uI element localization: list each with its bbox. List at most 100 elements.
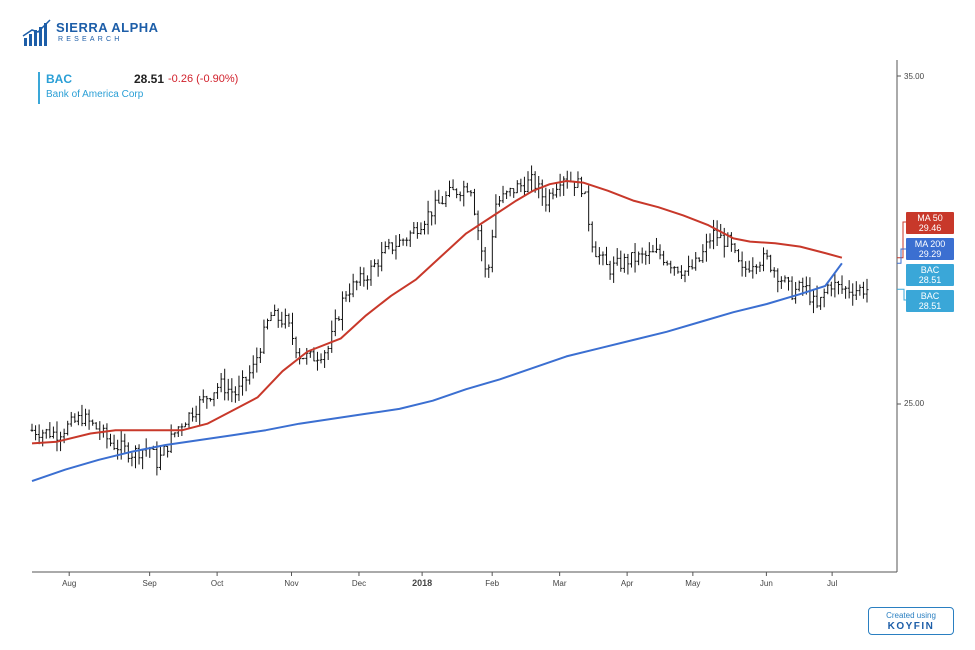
koyfin-watermark[interactable]: Created using KOYFIN (868, 607, 954, 635)
ohlc-bar (48, 422, 52, 439)
ma50-badge-value: 29.46 (918, 223, 942, 233)
watermark-line2: KOYFIN (887, 621, 935, 632)
ohlc-bar (522, 176, 526, 197)
ohlc-bar (358, 266, 362, 286)
ohlc-bar (30, 423, 34, 432)
ohlc-bar (80, 404, 84, 427)
x-tick-label: Dec (351, 579, 367, 588)
ohlc-bar (647, 242, 651, 265)
ohlc-bar (73, 413, 77, 423)
ohlc-bar (269, 311, 273, 322)
ohlc-bar (683, 270, 687, 283)
ohlc-bar (84, 408, 88, 427)
ohlc-bar (248, 365, 252, 385)
price-connector (897, 288, 906, 301)
ohlc-bar (744, 261, 748, 277)
ohlc-bar (658, 244, 662, 260)
ohlc-bar (672, 266, 676, 276)
ohlc-bar (437, 189, 441, 204)
ohlc-bar (162, 444, 166, 456)
price-badge-label: BAC (920, 265, 940, 275)
company-name: Bank of America Corp (46, 89, 144, 100)
ohlc-bar (319, 353, 323, 364)
ohlc-bar (301, 357, 305, 360)
ohlc-bar (480, 224, 484, 262)
ohlc-bar (373, 259, 377, 268)
ohlc-bar (544, 187, 548, 212)
ohlc-bar (737, 249, 741, 263)
x-tick-label: May (685, 579, 701, 588)
ma50-line (31, 180, 843, 445)
ohlc-bar (394, 235, 398, 260)
ma200-connector (897, 248, 906, 264)
ohlc-bar (526, 171, 530, 193)
ohlc-bar (747, 260, 751, 273)
ohlc-bar (244, 376, 248, 392)
ohlc-bar (851, 283, 855, 306)
ohlc-bar (426, 200, 430, 235)
x-tick-label: Jul (827, 579, 838, 588)
ohlc-bar (644, 250, 648, 265)
ohlc-bar (687, 255, 691, 276)
ohlc-bar (266, 318, 270, 330)
ohlc-bar (390, 242, 394, 255)
ohlc-bar (423, 220, 427, 235)
ohlc-bar (290, 312, 294, 345)
ohlc-bar (494, 194, 498, 239)
ohlc-bar (594, 241, 598, 258)
ohlc-bar (715, 220, 719, 247)
ohlc-bar (216, 383, 220, 399)
ma50-connector (897, 221, 906, 259)
ohlc-bar (365, 275, 369, 290)
ma50-badge: MA 50 29.46 (906, 212, 954, 234)
ohlc-bar (797, 280, 801, 292)
ohlc-bar (355, 280, 359, 291)
ohlc-bar (337, 316, 341, 321)
ma200-line (31, 262, 843, 483)
ohlc-bar (34, 425, 38, 441)
ohlc-bar (137, 444, 141, 465)
sierra-alpha-logo: SIERRA ALPHA RESEARCH (22, 18, 158, 52)
ohlc-bar (512, 188, 516, 198)
ohlc-bar (665, 260, 669, 266)
ohlc-bar (133, 445, 137, 469)
ohlc-bar (66, 420, 70, 436)
ohlc-bar (223, 368, 227, 401)
ohlc-bar (597, 247, 601, 265)
x-tick-label: Mar (552, 579, 567, 588)
price-change: -0.26 (-0.90%) (168, 73, 239, 85)
ohlc-bar (383, 241, 387, 254)
ohlc-bar (861, 281, 865, 299)
ohlc-bar (166, 445, 170, 458)
ohlc-bar (287, 313, 291, 327)
price-badge-2-value: 28.51 (918, 301, 942, 311)
ohlc-bar (487, 264, 491, 278)
ohlc-bar (308, 350, 312, 358)
ohlc-bar (183, 422, 187, 428)
ohlc-bar (858, 284, 862, 296)
ohlc-bar (701, 244, 705, 263)
ohlc-bar (786, 276, 790, 291)
ohlc-bar (340, 291, 344, 331)
x-tick-label: 2018 (412, 578, 433, 588)
ohlc-bar (679, 265, 683, 279)
ohlc-bar (811, 288, 815, 314)
ohlc-bar (651, 244, 655, 253)
ohlc-bar (348, 283, 352, 303)
ohlc-bar (465, 182, 469, 193)
ohlc-bar (212, 392, 216, 407)
ohlc-bar (508, 187, 512, 197)
ohlc-bar (576, 171, 580, 188)
ohlc-bar (733, 243, 737, 254)
ohlc-bar (412, 222, 416, 235)
ohlc-bar (540, 179, 544, 206)
ticker-symbol[interactable]: BAC (46, 72, 72, 86)
ohlc-bar (558, 173, 562, 197)
ohlc-bar (765, 249, 769, 260)
ohlc-bar (173, 432, 177, 438)
ohlc-bar (451, 179, 455, 191)
ohlc-bar (833, 273, 837, 298)
ohlc-bar (251, 355, 255, 379)
ohlc-bar (433, 190, 437, 225)
